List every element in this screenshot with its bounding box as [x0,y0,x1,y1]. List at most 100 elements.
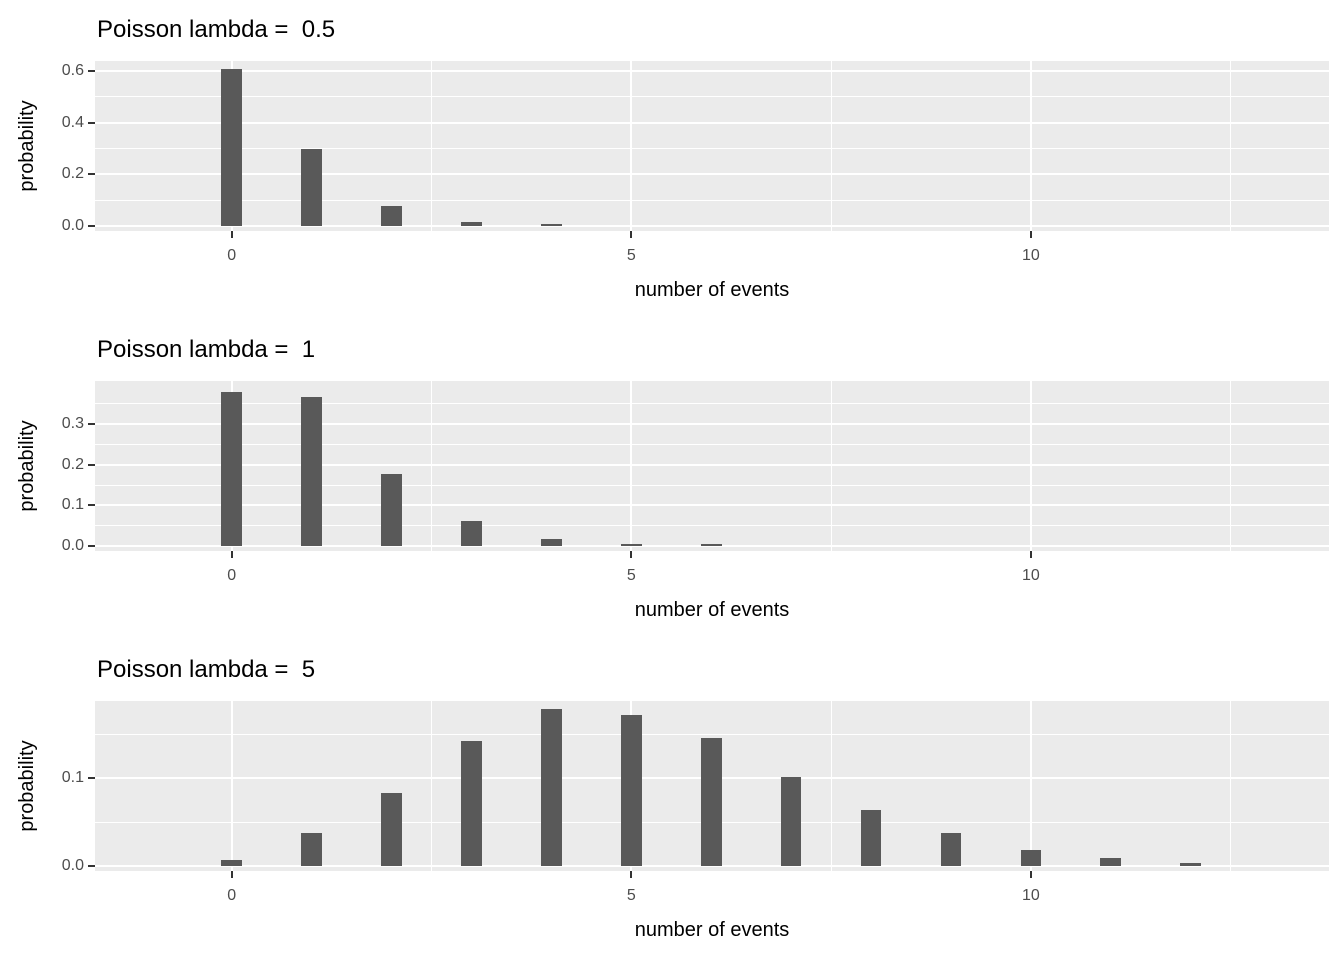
gridline-y-major [95,121,1329,124]
bar-x6 [700,738,722,866]
y-tick-label: 0.1 [61,769,84,786]
gridline-x-minor [1230,381,1232,551]
x-axis-label: number of events [634,279,790,301]
gridline-y-major [95,463,1329,466]
bar-x1 [301,148,322,226]
x-axis-label: number of events [634,919,790,941]
gridline-y-minor [95,733,1329,735]
x-tick-mark [230,551,233,558]
y-tick-mark [88,463,95,466]
bar-x9 [940,833,962,866]
bar-x1 [301,396,322,546]
chart-block-lambda-1: Poisson lambda = 1 probability number of… [0,320,1344,640]
bar-x6 [700,544,722,546]
x-tick-mark [1029,871,1032,878]
bar-x1 [301,832,322,866]
gridline-y-minor [95,96,1329,98]
chart-block-lambda-0.5: Poisson lambda = 0.5 probability number … [0,0,1344,320]
bar-x2 [381,792,402,866]
gridline-x-minor [830,701,832,871]
y-tick-mark [88,545,95,547]
y-tick-mark [88,173,95,176]
x-tick-label: 0 [227,247,237,264]
x-tick-mark [630,551,633,558]
gridline-x-minor [1230,61,1232,231]
y-tick-label: 0.2 [61,455,84,473]
bar-x4 [540,224,562,226]
gridline-x-minor [430,701,432,871]
gridline-y-major [95,423,1329,426]
gridline-x-minor [430,381,432,551]
x-tick-mark [230,231,233,238]
bar-x2 [381,206,402,226]
x-tick-mark [630,871,633,878]
x-tick-label: 0 [227,567,237,584]
y-tick-label: 0.0 [61,857,84,874]
y-tick-label: 0.0 [61,217,84,234]
chart-title: Poisson lambda = 5 [97,656,316,683]
y-tick-label: 0.2 [61,165,84,183]
y-tick-mark [88,70,95,73]
x-tick-mark [1029,551,1032,558]
x-tick-label: 10 [1021,567,1040,584]
gridline-x-major [1029,61,1032,231]
y-tick-mark [88,504,95,507]
y-tick-label: 0.1 [61,496,84,514]
bar-x12 [1180,863,1202,866]
x-tick-label: 0 [227,887,237,904]
bar-x3 [461,741,482,866]
gridline-x-minor [830,381,832,551]
gridline-y-minor [95,403,1329,405]
gridline-x-major [1029,381,1032,551]
gridline-x-minor [1230,701,1232,871]
y-axis-label: probability [16,740,38,832]
x-tick-label: 5 [626,247,636,264]
bar-x11 [1100,858,1122,866]
gridline-y-major [95,70,1329,73]
x-tick-mark [230,871,233,878]
x-tick-label: 10 [1021,247,1040,264]
gridline-x-major [230,701,233,871]
gridline-y-major [95,173,1329,176]
plot-panel [95,701,1329,871]
y-tick-label: 0.3 [61,415,84,433]
bar-x0 [221,69,243,226]
bar-x4 [540,709,562,866]
y-tick-label: 0.6 [61,62,84,80]
y-tick-mark [88,865,95,867]
y-tick-mark [88,121,95,124]
chart-title: Poisson lambda = 1 [97,336,316,363]
gridline-y-minor [95,525,1329,527]
gridline-y-minor [95,443,1329,445]
gridline-x-minor [830,61,832,231]
gridline-x-major [630,61,633,231]
gridline-x-major [1029,701,1032,871]
gridline-y-major [95,865,1329,867]
y-tick-mark [88,777,95,779]
bar-x3 [461,520,482,546]
bar-x5 [620,714,642,866]
x-tick-mark [1029,231,1032,238]
gridline-y-minor [95,199,1329,201]
y-tick-mark [88,225,95,227]
gridline-y-major [95,504,1329,507]
chart-title: Poisson lambda = 0.5 [97,16,336,43]
bar-x3 [461,221,482,226]
bar-x0 [221,392,243,546]
gridline-y-minor [95,148,1329,150]
x-tick-label: 5 [626,567,636,584]
bar-x4 [540,539,562,546]
bar-x10 [1020,850,1042,866]
gridline-y-major [95,545,1329,547]
bar-x0 [221,859,243,866]
plot-panel [95,61,1329,231]
gridline-y-major [95,225,1329,227]
y-tick-mark [88,423,95,426]
y-tick-label: 0.4 [61,113,84,131]
x-tick-label: 10 [1021,887,1040,904]
x-tick-label: 5 [626,887,636,904]
y-tick-label: 0.0 [61,537,84,554]
plot-panel [95,381,1329,551]
gridline-x-major [630,381,633,551]
